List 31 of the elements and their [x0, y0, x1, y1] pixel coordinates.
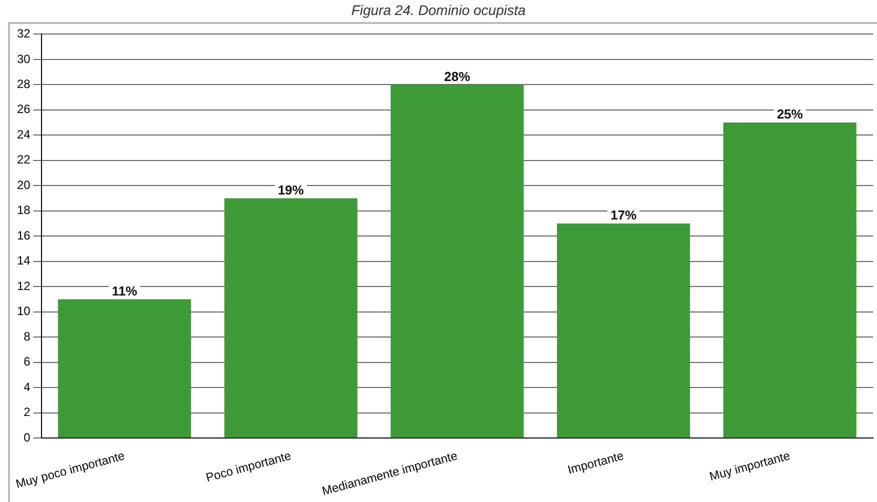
y-tick-label: 26	[16, 102, 31, 116]
data-label: 17%	[610, 208, 637, 223]
y-tick-label: 20	[16, 178, 31, 192]
chart-title: Figura 24. Dominio ocupista	[350, 2, 527, 18]
y-tick-label: 10	[16, 304, 31, 318]
y-tick-label: 32	[16, 26, 31, 41]
y-tick-label: 4	[24, 380, 31, 394]
y-tick-label: 0	[24, 430, 31, 444]
bar	[390, 84, 524, 438]
x-tick-label: Muy importante	[708, 448, 792, 484]
y-tick-label: 18	[16, 203, 31, 218]
y-tick-label: 16	[16, 228, 31, 242]
bar	[556, 223, 690, 438]
data-label: 19%	[278, 182, 304, 198]
bar	[58, 299, 192, 438]
y-tick-label: 28	[16, 76, 31, 91]
data-label: 25%	[776, 106, 804, 122]
bar	[723, 122, 856, 438]
y-tick-label: 8	[24, 329, 31, 344]
y-tick-label: 2	[24, 405, 31, 420]
y-tick-label: 22	[16, 152, 31, 167]
data-label: 28%	[444, 68, 471, 84]
x-tick-label: Muy poco importante	[14, 448, 126, 492]
bar	[224, 198, 358, 438]
x-tick-label: Poco importante	[204, 448, 293, 485]
y-tick-label: 14	[16, 254, 31, 268]
data-label: 11%	[112, 283, 138, 298]
y-tick-label: 30	[16, 52, 31, 66]
y-tick-label: 6	[24, 354, 31, 369]
y-tick-label: 24	[16, 127, 31, 142]
y-tick-label: 12	[16, 278, 31, 293]
